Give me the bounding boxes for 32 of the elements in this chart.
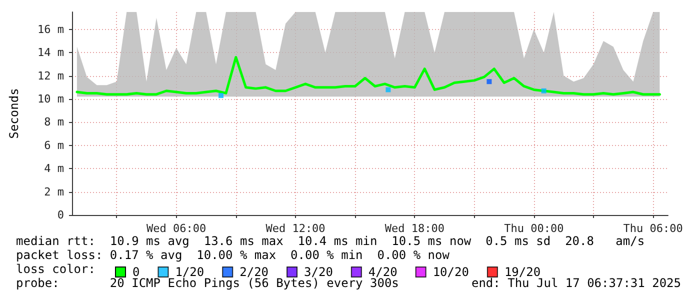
y-tick-label: 14 m: [38, 46, 64, 60]
legend-label: 2/20: [240, 265, 269, 279]
legend-label: 19/20: [504, 265, 541, 279]
y-axis-title: Seconds: [7, 88, 21, 139]
point: [486, 79, 492, 84]
legend-label: 3/20: [304, 265, 333, 279]
x-tick-label: Thu 06:00: [623, 222, 683, 235]
point: [541, 88, 546, 94]
x-tick-label: Wed 12:00: [266, 222, 326, 235]
point: [218, 93, 224, 98]
x-tick-label: Wed 06:00: [146, 222, 206, 235]
y-tick-label: 2 m: [44, 185, 64, 198]
y-tick-label: 0: [57, 208, 64, 222]
y-tick-label: 6 m: [44, 138, 64, 152]
legend-label: 0: [132, 265, 140, 279]
text: median rtt: 10.9 ms avg 13.6 ms max 10.4 ms min 10.5 ms now 0.5 ms sd 20.8 am/s: [16, 234, 645, 248]
text: packet loss: 0.17 % avg 10.00 % max 0.00 % min 0.00 % now: [16, 248, 450, 262]
legend-label: 10/20: [432, 265, 469, 279]
line-series: [76, 56, 661, 96]
legend-title: loss color:: [16, 262, 96, 276]
x-tick-label: Thu 00:00: [504, 222, 564, 235]
y-tick-label: 16 m: [38, 22, 64, 36]
point: [386, 87, 391, 92]
x-tick-label: Wed 18:00: [384, 222, 445, 235]
y-tick-label: 8 m: [44, 116, 64, 129]
y-tick-label: 4 m: [44, 162, 64, 176]
y-tick-label: 10 m: [38, 92, 64, 106]
text: end: Thu Jul 17 06:37:31 2025: [471, 276, 681, 290]
legend-label: 1/20: [175, 265, 204, 279]
y-tick-label: 12 m: [38, 69, 64, 82]
legend-label: 4/20: [368, 265, 398, 279]
text: probe: 20 ICMP Echo Pings (56 Bytes) every 300s: [16, 276, 399, 290]
